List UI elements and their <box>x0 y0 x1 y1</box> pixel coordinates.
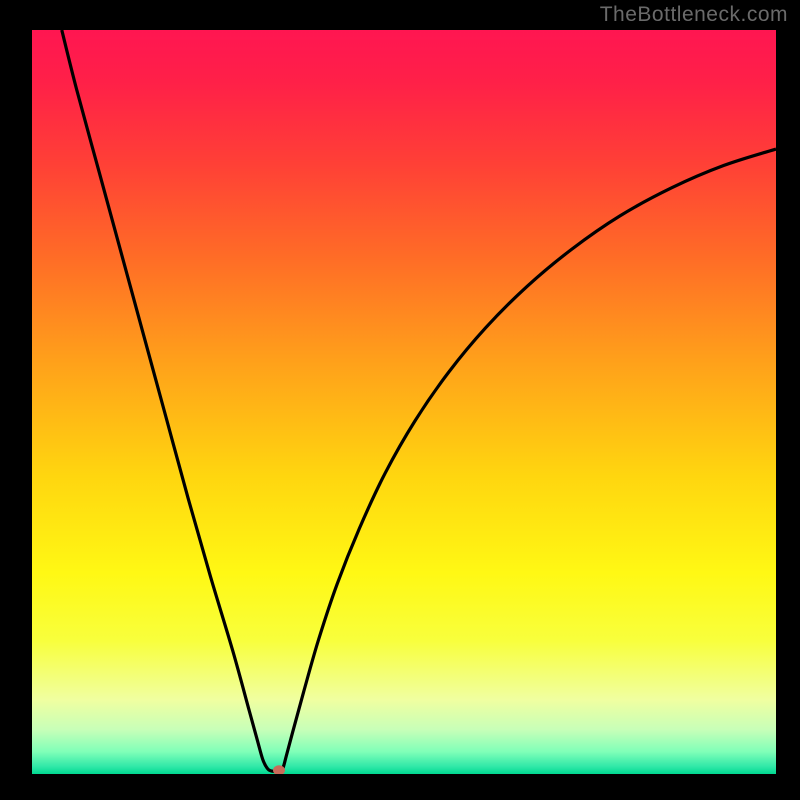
watermark-text: TheBottleneck.com <box>600 3 788 27</box>
plot-area <box>32 30 776 774</box>
bottleneck-curve <box>32 30 776 774</box>
